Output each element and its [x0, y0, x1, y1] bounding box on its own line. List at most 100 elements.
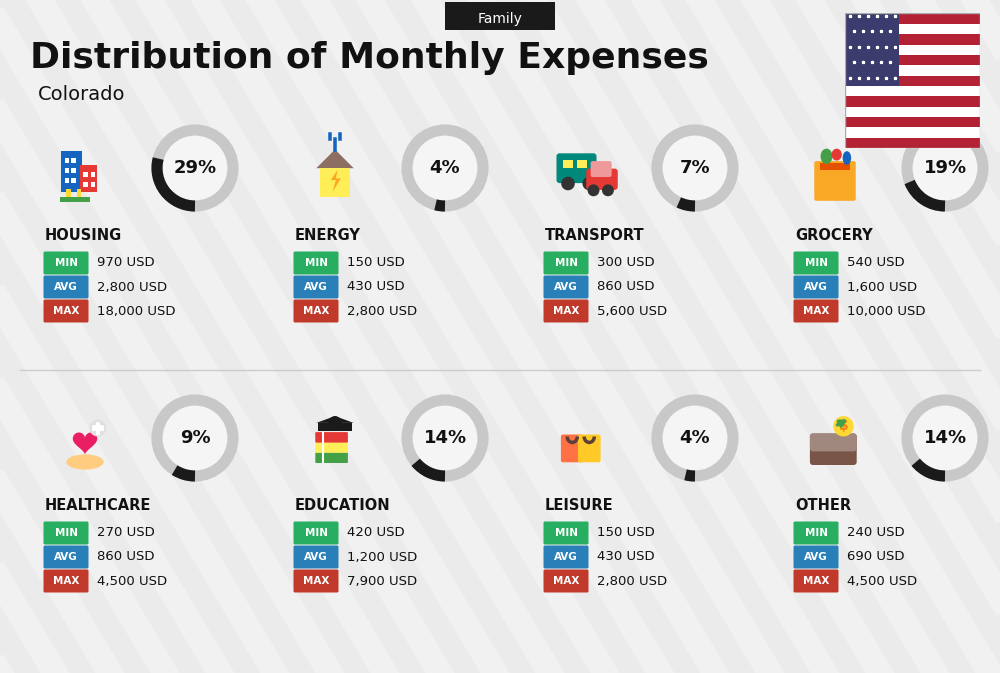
Bar [845, 24, 980, 34]
Ellipse shape [821, 149, 832, 164]
Text: 1,200 USD: 1,200 USD [347, 551, 417, 563]
FancyBboxPatch shape [294, 522, 338, 544]
FancyBboxPatch shape [810, 433, 857, 465]
Circle shape [661, 134, 729, 202]
Polygon shape [316, 149, 354, 168]
Text: 690 USD: 690 USD [847, 551, 904, 563]
Bar [576, 160, 587, 168]
Text: 270 USD: 270 USD [97, 526, 155, 540]
Text: AVG: AVG [304, 552, 328, 562]
Text: AVG: AVG [804, 552, 828, 562]
Text: MAX: MAX [553, 306, 579, 316]
Bar [61, 151, 82, 192]
Text: 860 USD: 860 USD [97, 551, 154, 563]
Bar [563, 160, 573, 168]
Text: HOUSING: HOUSING [45, 227, 122, 242]
FancyBboxPatch shape [794, 252, 838, 275]
Text: MAX: MAX [303, 576, 329, 586]
Text: MIN: MIN [54, 258, 78, 268]
Bar [320, 168, 350, 197]
Circle shape [328, 416, 342, 429]
Bar [845, 96, 980, 106]
FancyBboxPatch shape [44, 546, 88, 569]
Text: MAX: MAX [803, 306, 829, 316]
Text: 18,000 USD: 18,000 USD [97, 304, 176, 318]
Text: MAX: MAX [53, 306, 79, 316]
Bar [96, 422, 99, 432]
Text: MAX: MAX [303, 306, 329, 316]
FancyBboxPatch shape [315, 452, 348, 463]
Text: Distribution of Monthly Expenses: Distribution of Monthly Expenses [30, 41, 709, 75]
Text: TRANSPORT: TRANSPORT [545, 227, 645, 242]
Text: 300 USD: 300 USD [597, 256, 655, 269]
FancyBboxPatch shape [591, 161, 612, 177]
Text: AVG: AVG [554, 552, 578, 562]
FancyBboxPatch shape [544, 522, 588, 544]
Text: AVG: AVG [54, 282, 78, 292]
Circle shape [582, 177, 596, 190]
Circle shape [911, 134, 979, 202]
Text: MIN: MIN [554, 528, 578, 538]
FancyBboxPatch shape [44, 275, 88, 299]
Text: 14%: 14% [923, 429, 967, 447]
FancyBboxPatch shape [44, 522, 88, 544]
Text: AVG: AVG [554, 282, 578, 292]
Text: MIN: MIN [54, 528, 78, 538]
Bar [83, 172, 88, 177]
Bar [845, 55, 980, 65]
Text: MAX: MAX [553, 576, 579, 586]
Circle shape [411, 404, 479, 472]
Text: AVG: AVG [304, 282, 328, 292]
Ellipse shape [832, 149, 842, 161]
Bar [71, 168, 76, 174]
FancyBboxPatch shape [315, 442, 348, 453]
Text: 4%: 4% [680, 429, 710, 447]
Polygon shape [331, 170, 341, 192]
Bar [318, 423, 352, 431]
Text: HEALTHCARE: HEALTHCARE [45, 497, 151, 513]
Text: 430 USD: 430 USD [347, 281, 405, 293]
FancyBboxPatch shape [44, 299, 88, 322]
FancyBboxPatch shape [810, 433, 857, 452]
FancyBboxPatch shape [44, 569, 88, 592]
FancyBboxPatch shape [44, 252, 88, 275]
FancyBboxPatch shape [544, 252, 588, 275]
Bar [66, 188, 71, 199]
FancyBboxPatch shape [544, 275, 588, 299]
Circle shape [833, 416, 854, 437]
Text: 4%: 4% [430, 159, 460, 177]
FancyBboxPatch shape [445, 2, 555, 30]
Bar [845, 127, 980, 138]
Text: AVG: AVG [54, 552, 78, 562]
Bar [845, 13, 980, 24]
Text: 1,600 USD: 1,600 USD [847, 281, 917, 293]
Text: 150 USD: 150 USD [347, 256, 405, 269]
Bar [93, 425, 103, 429]
Text: 430 USD: 430 USD [597, 551, 655, 563]
FancyBboxPatch shape [544, 299, 588, 322]
Text: AVG: AVG [804, 282, 828, 292]
FancyBboxPatch shape [578, 435, 601, 462]
Text: Family: Family [478, 12, 522, 26]
Text: $: $ [839, 419, 848, 433]
Ellipse shape [66, 454, 104, 470]
Bar [83, 182, 88, 187]
Text: 2,800 USD: 2,800 USD [347, 304, 417, 318]
Text: MIN: MIN [554, 258, 578, 268]
Bar [92, 426, 104, 431]
Bar [65, 178, 69, 184]
FancyBboxPatch shape [315, 432, 348, 443]
Polygon shape [316, 416, 354, 423]
Bar [845, 65, 980, 75]
Text: ENERGY: ENERGY [295, 227, 361, 242]
Text: 5,600 USD: 5,600 USD [597, 304, 667, 318]
Bar [845, 13, 899, 86]
Bar [845, 117, 980, 127]
Text: MAX: MAX [53, 576, 79, 586]
FancyBboxPatch shape [561, 435, 584, 462]
FancyBboxPatch shape [586, 169, 618, 190]
FancyBboxPatch shape [794, 522, 838, 544]
FancyBboxPatch shape [794, 299, 838, 322]
FancyBboxPatch shape [544, 569, 588, 592]
Bar [65, 168, 69, 174]
